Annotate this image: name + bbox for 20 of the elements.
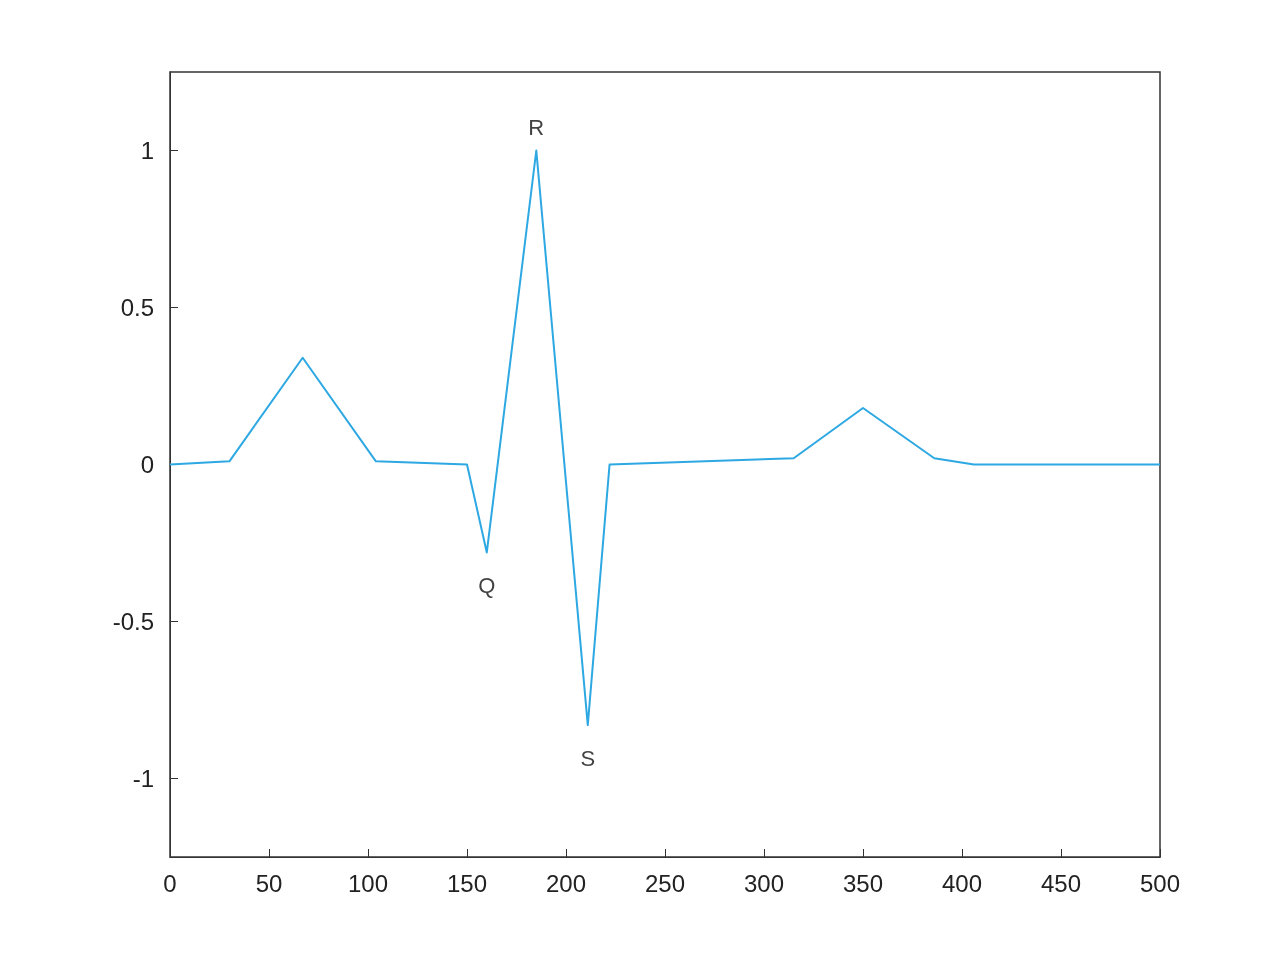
- x-tick-label: 200: [545, 869, 587, 897]
- x-tick-label: 100: [347, 869, 389, 897]
- x-tick-label: 450: [1040, 869, 1082, 897]
- annotation: R: [528, 115, 545, 140]
- x-tick-label: 500: [1139, 869, 1181, 897]
- x-tick-label: 0: [163, 869, 177, 897]
- x-tick-label: 300: [743, 869, 785, 897]
- annotation: S: [580, 745, 596, 771]
- annotation: Q: [478, 572, 496, 598]
- y-tick-label: 0.5: [120, 294, 154, 321]
- x-tick-label: 400: [941, 869, 983, 897]
- line-series: [169, 149, 1161, 727]
- y-tick-label: -1: [132, 765, 154, 792]
- x-tick-label: 50: [255, 869, 283, 897]
- y-tick-label: -0.5: [112, 608, 154, 635]
- x-tick-label: 250: [644, 869, 686, 897]
- x-tick-label: 350: [842, 869, 884, 897]
- x-tick-label: 150: [446, 869, 488, 897]
- y-tick-label: 0: [140, 451, 154, 478]
- y-tick-label: 1: [140, 137, 154, 164]
